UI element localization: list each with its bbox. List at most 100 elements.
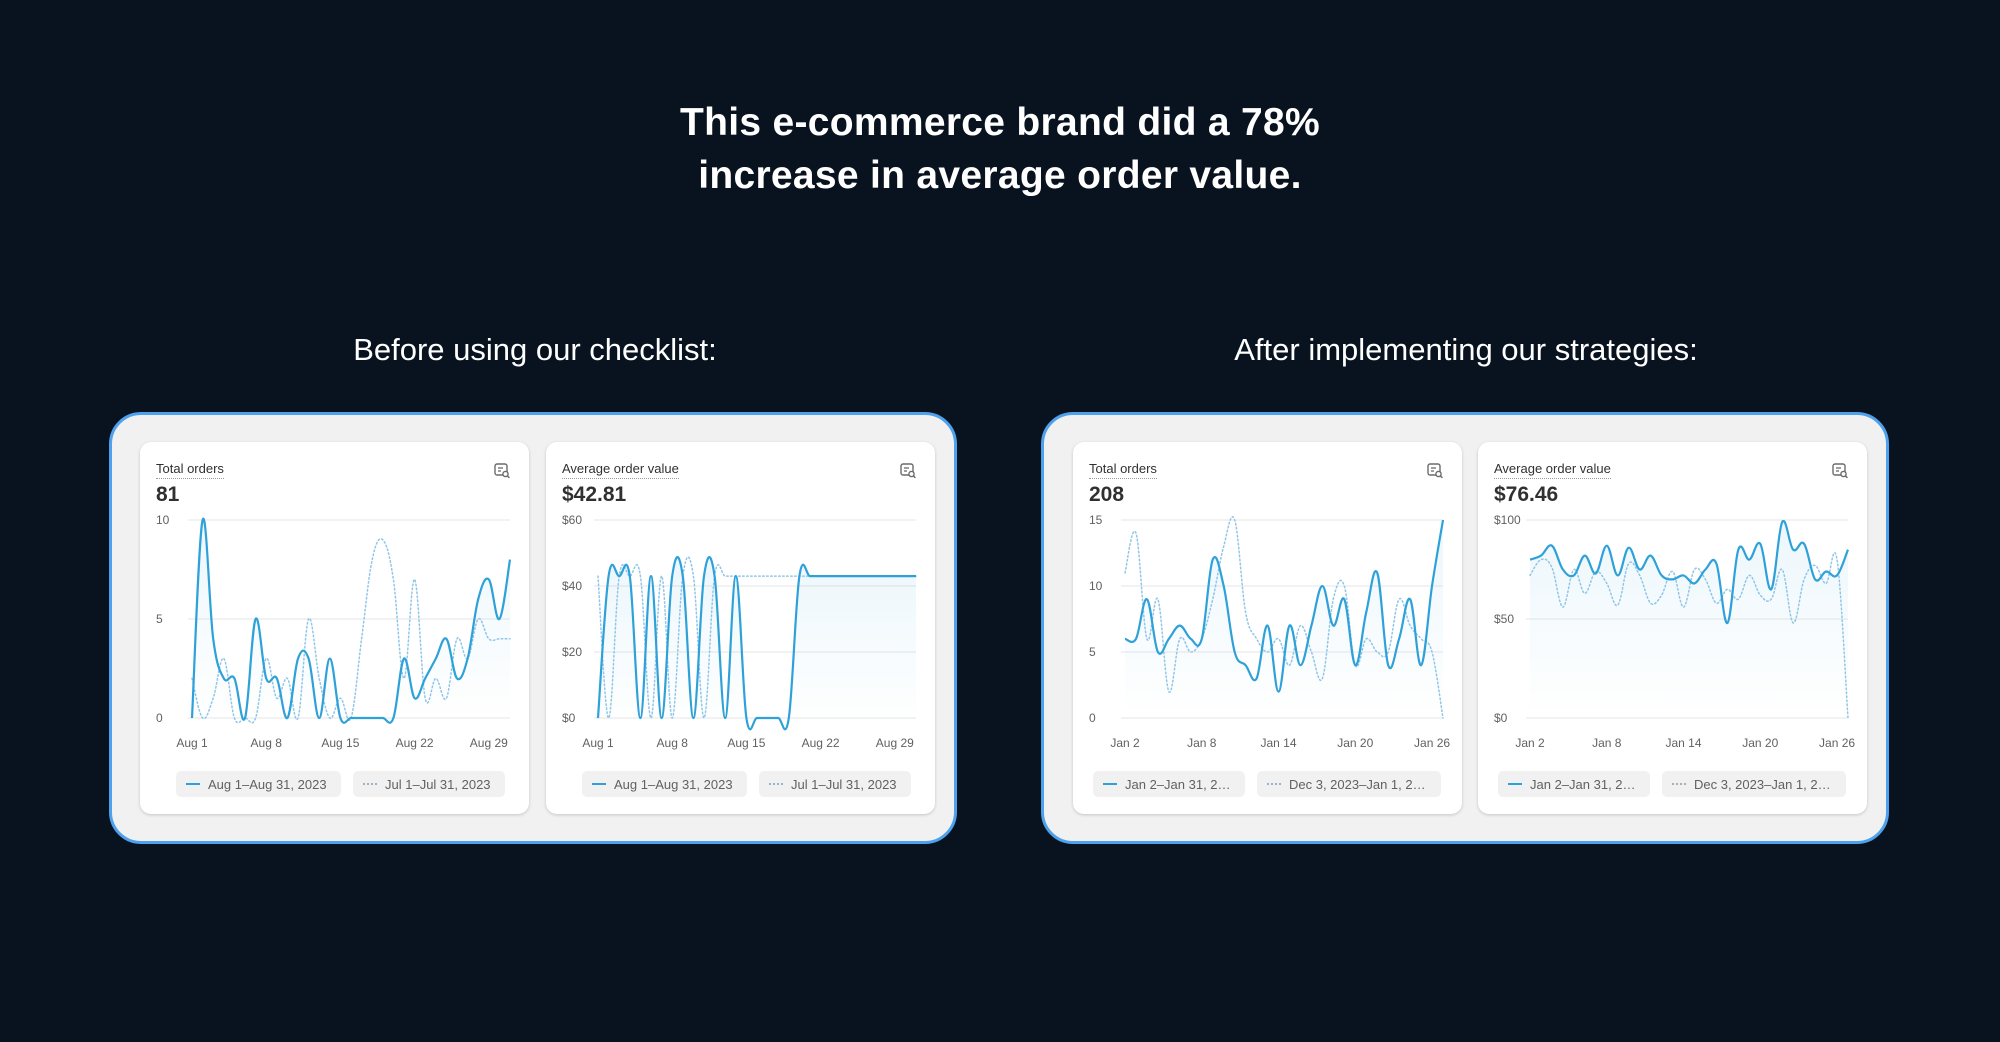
comparison-data-point	[1660, 594, 1662, 596]
comparison-data-point	[607, 717, 609, 719]
x-tick-label: Aug 29	[876, 736, 914, 750]
comparison-data-point	[1124, 572, 1126, 574]
current-data-point	[403, 657, 405, 659]
current-data-point	[703, 575, 705, 577]
x-tick-label: Jan 2	[1110, 736, 1140, 750]
legend-current-period[interactable]: Aug 1–Aug 31, 2023	[582, 771, 747, 797]
comparison-data-point	[1627, 562, 1629, 564]
comparison-data-point	[329, 717, 331, 719]
comparison-data-point	[244, 717, 246, 719]
chart-explore-icon[interactable]	[1426, 462, 1444, 480]
comparison-data-point	[265, 657, 267, 659]
comparison-data-point	[1409, 624, 1411, 626]
dotted-line-swatch	[1267, 783, 1281, 785]
y-tick-label: $100	[1494, 513, 1521, 527]
headline-line-2: increase in average order value.	[698, 154, 1302, 197]
current-data-point	[276, 677, 278, 679]
current-data-point	[660, 717, 662, 719]
current-data-point	[307, 657, 309, 659]
comparison-data-point	[915, 575, 917, 577]
current-data-point	[1266, 624, 1268, 626]
comparison-data-point	[1255, 638, 1257, 640]
x-tick-label: Aug 15	[321, 736, 359, 750]
comparison-data-point	[1715, 602, 1717, 604]
x-tick-label: Aug 1	[176, 736, 208, 750]
comparison-data-point	[692, 575, 694, 577]
current-data-point	[756, 717, 758, 719]
current-series-line	[596, 555, 916, 731]
legend-comparison-period[interactable]: Jul 1–Jul 31, 2023	[353, 771, 505, 797]
comparison-data-point	[403, 677, 405, 679]
x-tick-label: Jan 20	[1742, 736, 1778, 750]
legend-current-period[interactable]: Jan 2–Jan 31, 2…	[1093, 771, 1245, 797]
comparison-data-point	[1770, 598, 1772, 600]
chart-plot: $0 $50 $100 Jan 2 Jan 8 Jan 14 Jan 20 Jan 26	[1494, 513, 1855, 750]
comparison-data-point	[862, 575, 864, 577]
section-label-after: After implementing our strategies:	[1234, 332, 1698, 367]
current-data-point	[1222, 585, 1224, 587]
x-tick-label: Jan 20	[1337, 736, 1373, 750]
comparison-data-point	[1387, 651, 1389, 653]
comparison-data-point	[191, 677, 193, 679]
card-title: Average order value	[1494, 461, 1611, 479]
comparison-data-point	[1442, 717, 1444, 719]
comparison-data-point	[286, 677, 288, 679]
current-data-point	[1387, 664, 1389, 666]
legend-label: Jan 2–Jan 31, 2…	[1125, 776, 1231, 792]
current-data-point	[424, 677, 426, 679]
comparison-data-point	[1321, 677, 1323, 679]
current-data-point	[1529, 558, 1531, 560]
comparison-data-point	[233, 717, 235, 719]
chart-explore-icon[interactable]	[493, 462, 511, 480]
legend-current-period[interactable]: Jan 2–Jan 31, 2…	[1498, 771, 1650, 797]
chart-explore-icon[interactable]	[899, 462, 917, 480]
legend-comparison-period[interactable]: Dec 3, 2023–Jan 1, 2…	[1257, 771, 1441, 797]
current-data-point	[339, 717, 341, 719]
comparison-data-point	[1584, 592, 1586, 594]
section-label-before: Before using our checklist:	[353, 332, 717, 367]
card-title: Average order value	[562, 461, 679, 479]
x-tick-label: Aug 22	[396, 736, 434, 750]
current-data-point	[1737, 549, 1739, 551]
card-title: Total orders	[1089, 461, 1157, 479]
current-data-point	[1233, 651, 1235, 653]
chart-explore-icon[interactable]	[1831, 462, 1849, 480]
current-data-point	[1562, 568, 1564, 570]
legend-comparison-period[interactable]: Jul 1–Jul 31, 2023	[759, 771, 911, 797]
current-data-point	[1124, 638, 1126, 640]
current-data-point	[1540, 554, 1542, 556]
comparison-data-point	[254, 717, 256, 719]
comparison-data-point	[1606, 582, 1608, 584]
current-data-point	[1343, 598, 1345, 600]
legend-current-period[interactable]: Aug 1–Aug 31, 2023	[176, 771, 341, 797]
current-data-point	[1442, 519, 1444, 521]
x-tick-label: Jan 26	[1414, 736, 1450, 750]
comparison-data-point	[1671, 570, 1673, 572]
current-data-point	[191, 717, 193, 719]
comparison-data-point	[1343, 585, 1345, 587]
comparison-data-point	[1759, 594, 1761, 596]
comparison-data-point	[339, 697, 341, 699]
current-data-point	[1310, 624, 1312, 626]
current-data-point	[456, 677, 458, 679]
current-data-point	[1617, 574, 1619, 576]
x-tick-label: Jan 14	[1261, 736, 1297, 750]
current-data-point	[766, 717, 768, 719]
solid-line-swatch	[186, 783, 200, 785]
current-data-point	[286, 717, 288, 719]
comparison-data-point	[650, 717, 652, 719]
series-area	[1125, 520, 1443, 718]
current-data-point	[477, 598, 479, 600]
comparison-data-point	[498, 638, 500, 640]
comparison-data-point	[1682, 606, 1684, 608]
comparison-data-point	[735, 575, 737, 577]
current-data-point	[745, 717, 747, 719]
comparison-data-point	[1825, 582, 1827, 584]
current-data-point	[1179, 624, 1181, 626]
solid-line-swatch	[1103, 783, 1117, 785]
x-tick-label: Aug 22	[802, 736, 840, 750]
legend-comparison-period[interactable]: Dec 3, 2023–Jan 1, 2…	[1662, 771, 1846, 797]
y-tick-label: 10	[156, 513, 170, 527]
comparison-data-point	[1836, 558, 1838, 560]
current-data-point	[1715, 562, 1717, 564]
